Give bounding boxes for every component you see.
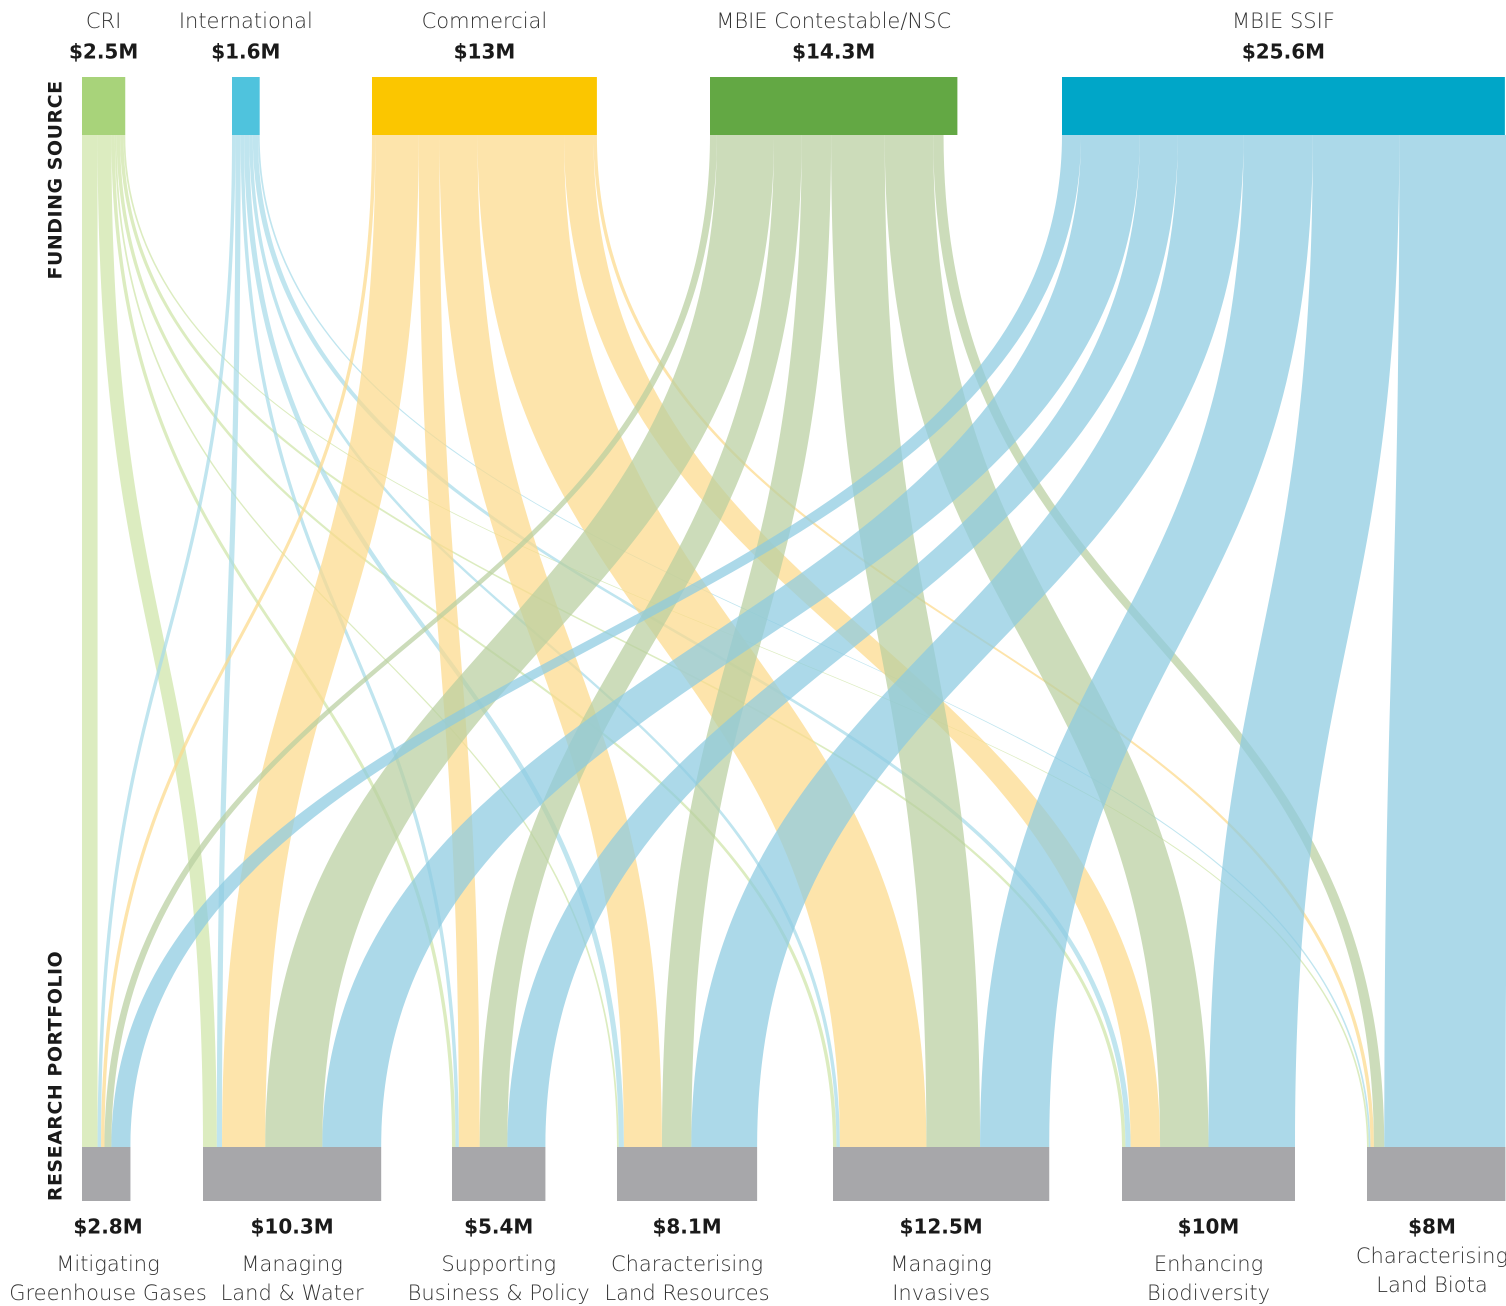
link	[244, 135, 624, 1147]
link	[322, 135, 1140, 1147]
target-node	[203, 1147, 382, 1201]
source-node	[710, 77, 958, 135]
source-value: $13M	[454, 40, 516, 64]
target-value: $10M	[1178, 1215, 1240, 1239]
source-node	[372, 77, 597, 135]
target-name: Supporting	[441, 1252, 556, 1276]
target-name: Business & Policy	[408, 1281, 590, 1305]
links	[82, 135, 1506, 1147]
target-name: Managing	[241, 1252, 343, 1276]
source-axis-label: FUNDING SOURCE	[45, 80, 67, 279]
target-value: $10.3M	[251, 1215, 334, 1239]
target-name: Enhancing	[1154, 1252, 1263, 1276]
link	[114, 135, 619, 1147]
source-name: International	[179, 9, 313, 33]
link	[479, 135, 802, 1147]
source-node	[232, 77, 260, 135]
target-name: Managing	[890, 1252, 992, 1276]
link	[418, 135, 480, 1147]
target-name: Greenhouse Gases	[9, 1281, 207, 1305]
nodes: CRI $2.5M International $1.6M Commercial $13M…	[9, 9, 1506, 1305]
source-value: $1.6M	[211, 40, 280, 64]
target-node	[452, 1147, 546, 1201]
link	[116, 135, 837, 1147]
link	[111, 135, 1082, 1147]
source-value: $25.6M	[1242, 40, 1325, 64]
link	[884, 135, 1209, 1147]
source-name: CRI	[86, 9, 121, 33]
link	[980, 135, 1313, 1147]
target-value: $8.1M	[652, 1215, 721, 1239]
target-name: Invasives	[892, 1281, 990, 1305]
link	[222, 135, 419, 1147]
target-value: $5.4M	[464, 1215, 533, 1239]
target-value: $2.8M	[73, 1215, 142, 1239]
source-node	[82, 77, 126, 135]
link	[82, 135, 98, 1147]
source-name: MBIE SSIF	[1232, 9, 1335, 33]
source-value: $14.3M	[792, 40, 875, 64]
target-value: $8M	[1408, 1215, 1456, 1239]
target-name: Biodiversity	[1147, 1281, 1270, 1305]
target-name: Land & Water	[221, 1281, 364, 1305]
link	[507, 135, 1178, 1147]
link	[101, 135, 376, 1147]
source-name: Commercial	[422, 9, 548, 33]
target-node	[833, 1147, 1050, 1201]
target-axis-label: RESEARCH PORTFOLIO	[45, 951, 67, 1201]
link	[265, 135, 775, 1147]
source-name: MBIE Contestable/NSC	[716, 9, 951, 33]
target-name: Land Biota	[1376, 1273, 1487, 1297]
link	[564, 135, 1161, 1147]
source-value: $2.5M	[69, 40, 138, 64]
target-name: Land Resources	[604, 1281, 769, 1305]
target-node	[82, 1147, 131, 1201]
source-node	[1062, 77, 1505, 135]
target-node	[1367, 1147, 1506, 1201]
link	[1208, 135, 1400, 1147]
target-node	[617, 1147, 758, 1201]
link	[240, 135, 459, 1147]
target-name: Mitigating	[56, 1252, 159, 1276]
link	[97, 135, 217, 1147]
link	[831, 135, 981, 1147]
link	[691, 135, 1244, 1147]
link	[97, 135, 236, 1147]
target-name: Characterising	[1356, 1244, 1506, 1268]
link	[257, 135, 1371, 1147]
target-value: $12.5M	[900, 1215, 983, 1239]
link	[120, 135, 1126, 1147]
link	[111, 135, 456, 1147]
target-node	[1122, 1147, 1295, 1201]
link	[104, 135, 717, 1147]
link	[1384, 135, 1506, 1147]
target-name: Characterising	[611, 1252, 763, 1276]
